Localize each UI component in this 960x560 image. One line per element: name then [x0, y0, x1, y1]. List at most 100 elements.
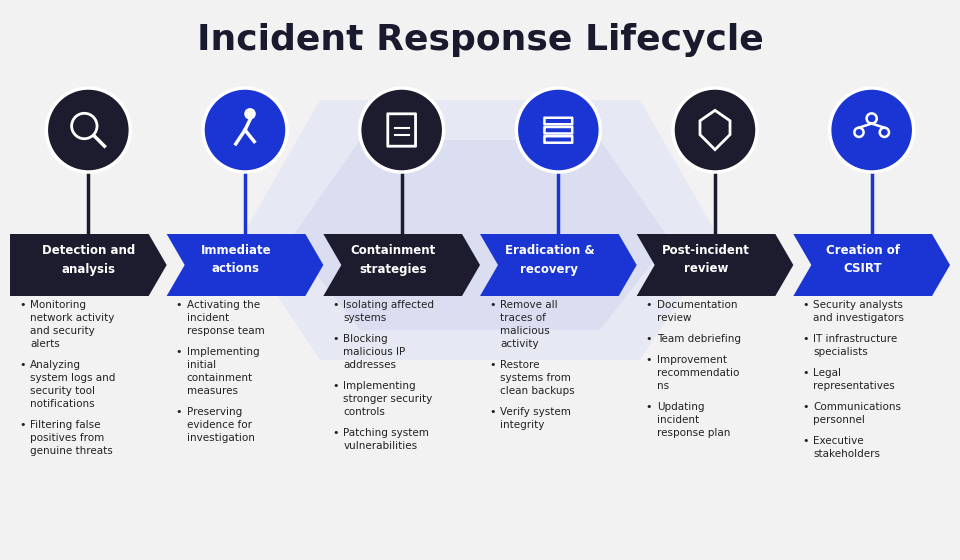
- Text: Communications: Communications: [813, 402, 901, 412]
- Text: response team: response team: [186, 326, 264, 336]
- Text: Activating the: Activating the: [186, 300, 260, 310]
- Polygon shape: [240, 100, 720, 360]
- Text: notifications: notifications: [30, 399, 95, 409]
- Text: network activity: network activity: [30, 313, 114, 323]
- Text: traces of: traces of: [500, 313, 546, 323]
- Polygon shape: [290, 140, 670, 330]
- Text: incident: incident: [657, 415, 699, 425]
- Polygon shape: [10, 234, 167, 296]
- Text: response plan: response plan: [657, 428, 730, 438]
- Polygon shape: [480, 234, 636, 296]
- Text: Updating: Updating: [657, 402, 705, 412]
- Text: and security: and security: [30, 326, 95, 336]
- Polygon shape: [793, 234, 950, 296]
- Text: Immediate
actions: Immediate actions: [201, 245, 272, 276]
- Circle shape: [673, 88, 757, 172]
- Text: activity: activity: [500, 339, 539, 349]
- Circle shape: [46, 88, 131, 172]
- Polygon shape: [636, 234, 793, 296]
- Text: •: •: [19, 300, 26, 310]
- Text: •: •: [489, 300, 495, 310]
- Text: clean backups: clean backups: [500, 386, 575, 396]
- Text: containment: containment: [186, 373, 252, 383]
- Text: •: •: [646, 402, 652, 412]
- Text: Legal: Legal: [813, 368, 841, 378]
- Text: •: •: [176, 347, 182, 357]
- Text: positives from: positives from: [30, 433, 105, 443]
- Text: Patching system: Patching system: [344, 428, 429, 438]
- Text: addresses: addresses: [344, 360, 396, 370]
- Text: Containment
strategies: Containment strategies: [350, 245, 435, 276]
- Text: Verify system: Verify system: [500, 407, 571, 417]
- Text: IT infrastructure: IT infrastructure: [813, 334, 898, 344]
- Text: ns: ns: [657, 381, 669, 391]
- Text: personnel: personnel: [813, 415, 865, 425]
- Text: controls: controls: [344, 407, 385, 417]
- Text: specialists: specialists: [813, 347, 868, 357]
- Text: genuine threats: genuine threats: [30, 446, 112, 456]
- Circle shape: [244, 108, 255, 120]
- Text: Implementing: Implementing: [186, 347, 259, 357]
- Text: integrity: integrity: [500, 420, 544, 430]
- Text: •: •: [489, 360, 495, 370]
- Text: system logs and: system logs and: [30, 373, 115, 383]
- Text: alerts: alerts: [30, 339, 60, 349]
- Text: Executive: Executive: [813, 436, 864, 446]
- Text: Remove all: Remove all: [500, 300, 558, 310]
- Text: Incident Response Lifecycle: Incident Response Lifecycle: [197, 23, 763, 57]
- Text: systems: systems: [344, 313, 387, 323]
- Text: malicious: malicious: [500, 326, 550, 336]
- Text: Implementing: Implementing: [344, 381, 416, 391]
- Text: Detection and
analysis: Detection and analysis: [41, 245, 135, 276]
- Text: security tool: security tool: [30, 386, 95, 396]
- Text: •: •: [19, 360, 26, 370]
- Text: •: •: [646, 355, 652, 365]
- Text: stronger security: stronger security: [344, 394, 433, 404]
- Text: Analyzing: Analyzing: [30, 360, 81, 370]
- Text: •: •: [489, 407, 495, 417]
- Text: Restore: Restore: [500, 360, 540, 370]
- Text: •: •: [803, 300, 809, 310]
- Circle shape: [360, 88, 444, 172]
- Text: Blocking: Blocking: [344, 334, 388, 344]
- Text: evidence for: evidence for: [186, 420, 252, 430]
- Text: vulnerabilities: vulnerabilities: [344, 441, 418, 451]
- Text: Improvement: Improvement: [657, 355, 727, 365]
- Circle shape: [516, 88, 600, 172]
- Text: •: •: [803, 402, 809, 412]
- Text: and investigators: and investigators: [813, 313, 904, 323]
- Text: •: •: [803, 334, 809, 344]
- Text: •: •: [332, 428, 339, 438]
- Text: Preserving: Preserving: [186, 407, 242, 417]
- Circle shape: [829, 88, 914, 172]
- Text: •: •: [803, 436, 809, 446]
- Text: stakeholders: stakeholders: [813, 449, 880, 459]
- Text: •: •: [176, 407, 182, 417]
- Text: •: •: [332, 381, 339, 391]
- Text: review: review: [657, 313, 691, 323]
- Text: systems from: systems from: [500, 373, 571, 383]
- Text: Filtering false: Filtering false: [30, 420, 101, 430]
- Text: incident: incident: [186, 313, 228, 323]
- Polygon shape: [324, 234, 480, 296]
- Circle shape: [203, 88, 287, 172]
- Text: •: •: [646, 300, 652, 310]
- Text: Eradication &
recovery: Eradication & recovery: [505, 245, 594, 276]
- Text: •: •: [803, 368, 809, 378]
- Text: Monitoring: Monitoring: [30, 300, 86, 310]
- Text: recommendatio: recommendatio: [657, 368, 739, 378]
- Text: •: •: [646, 334, 652, 344]
- Polygon shape: [167, 234, 324, 296]
- Text: investigation: investigation: [186, 433, 254, 443]
- Text: Team debriefing: Team debriefing: [657, 334, 741, 344]
- Text: •: •: [332, 300, 339, 310]
- Text: Documentation: Documentation: [657, 300, 737, 310]
- Text: Creation of
CSIRT: Creation of CSIRT: [826, 245, 900, 276]
- Text: malicious IP: malicious IP: [344, 347, 405, 357]
- Text: Post-incident
review: Post-incident review: [662, 245, 750, 276]
- Text: •: •: [19, 420, 26, 430]
- Text: measures: measures: [186, 386, 238, 396]
- Text: Security analysts: Security analysts: [813, 300, 903, 310]
- Text: representatives: representatives: [813, 381, 895, 391]
- Text: initial: initial: [186, 360, 216, 370]
